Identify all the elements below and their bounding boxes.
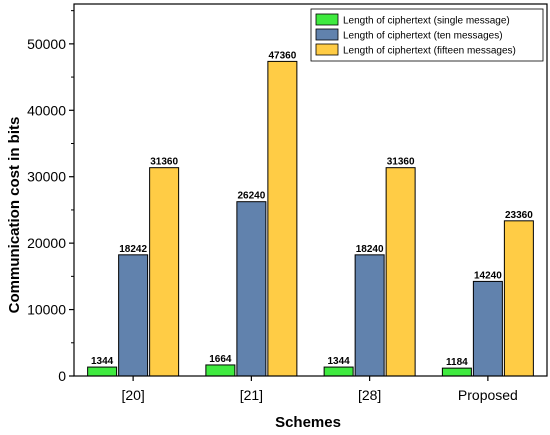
bar: [236, 201, 267, 377]
plot-frame: [73, 3, 548, 377]
y-ticks: 0 10000 20000 30000 40000 50000: [27, 10, 74, 384]
legend-label: Length of ciphertext (single message): [343, 16, 510, 27]
y-tick-label: 50000: [27, 36, 66, 52]
y-tick-label: 0: [58, 368, 66, 384]
bar: [149, 167, 180, 377]
bar-value-label: 18242: [119, 244, 147, 255]
x-tick-label: [20]: [121, 387, 144, 403]
bar: [118, 254, 149, 377]
y-tick-label: 30000: [27, 169, 66, 185]
bar-value-label: 26240: [237, 191, 265, 202]
bar-value-label: 1664: [209, 354, 232, 365]
y-tick-label: 10000: [27, 302, 66, 318]
legend-label: Length of ciphertext (fifteen messages): [343, 46, 516, 57]
bar: [503, 220, 534, 377]
bar: [354, 254, 385, 377]
x-ticks: [20] [21] [28] Proposed: [121, 376, 518, 403]
bar-value-label: 47360: [268, 50, 296, 61]
legend-swatch: [315, 43, 339, 56]
x-tick-label: Proposed: [458, 387, 518, 403]
axes-layer: [73, 3, 548, 377]
legend-swatch: [315, 28, 339, 41]
y-tick-label: 20000: [27, 235, 66, 251]
bar: [267, 60, 298, 377]
bars-layer: [87, 60, 534, 377]
bar-value-label: 1344: [91, 356, 114, 367]
data-labels-layer: 1344 18242 31360 1664 26240 47360 1344 18240 313…: [91, 50, 533, 368]
legend-box: [310, 8, 544, 62]
bar: [205, 364, 236, 377]
bar-value-label: 1184: [446, 357, 468, 368]
bar-value-label: 31360: [387, 157, 415, 168]
legend: Length of ciphertext (single message) Len…: [310, 8, 544, 62]
x-axis-title: Schemes: [275, 414, 341, 431]
bar-value-label: 31360: [150, 157, 178, 168]
bar: [441, 367, 472, 377]
legend-swatch: [315, 13, 339, 26]
bar-value-label: 18240: [356, 244, 384, 255]
bar: [385, 167, 416, 377]
bar: [87, 366, 118, 377]
x-tick-label: [28]: [358, 387, 381, 403]
bar-value-label: 1344: [328, 356, 351, 367]
bar-value-label: 23360: [505, 210, 533, 221]
bar: [472, 280, 503, 377]
y-tick-label: 40000: [27, 102, 66, 118]
legend-label: Length of ciphertext (ten messages): [343, 31, 503, 42]
x-tick-label: [21]: [240, 387, 263, 403]
y-axis-title: Communication cost in bits: [6, 117, 23, 314]
bar: [323, 366, 354, 377]
bar-value-label: 14240: [474, 270, 502, 281]
